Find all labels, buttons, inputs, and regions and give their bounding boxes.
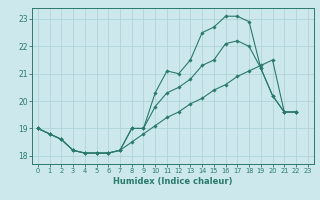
X-axis label: Humidex (Indice chaleur): Humidex (Indice chaleur)	[113, 177, 233, 186]
